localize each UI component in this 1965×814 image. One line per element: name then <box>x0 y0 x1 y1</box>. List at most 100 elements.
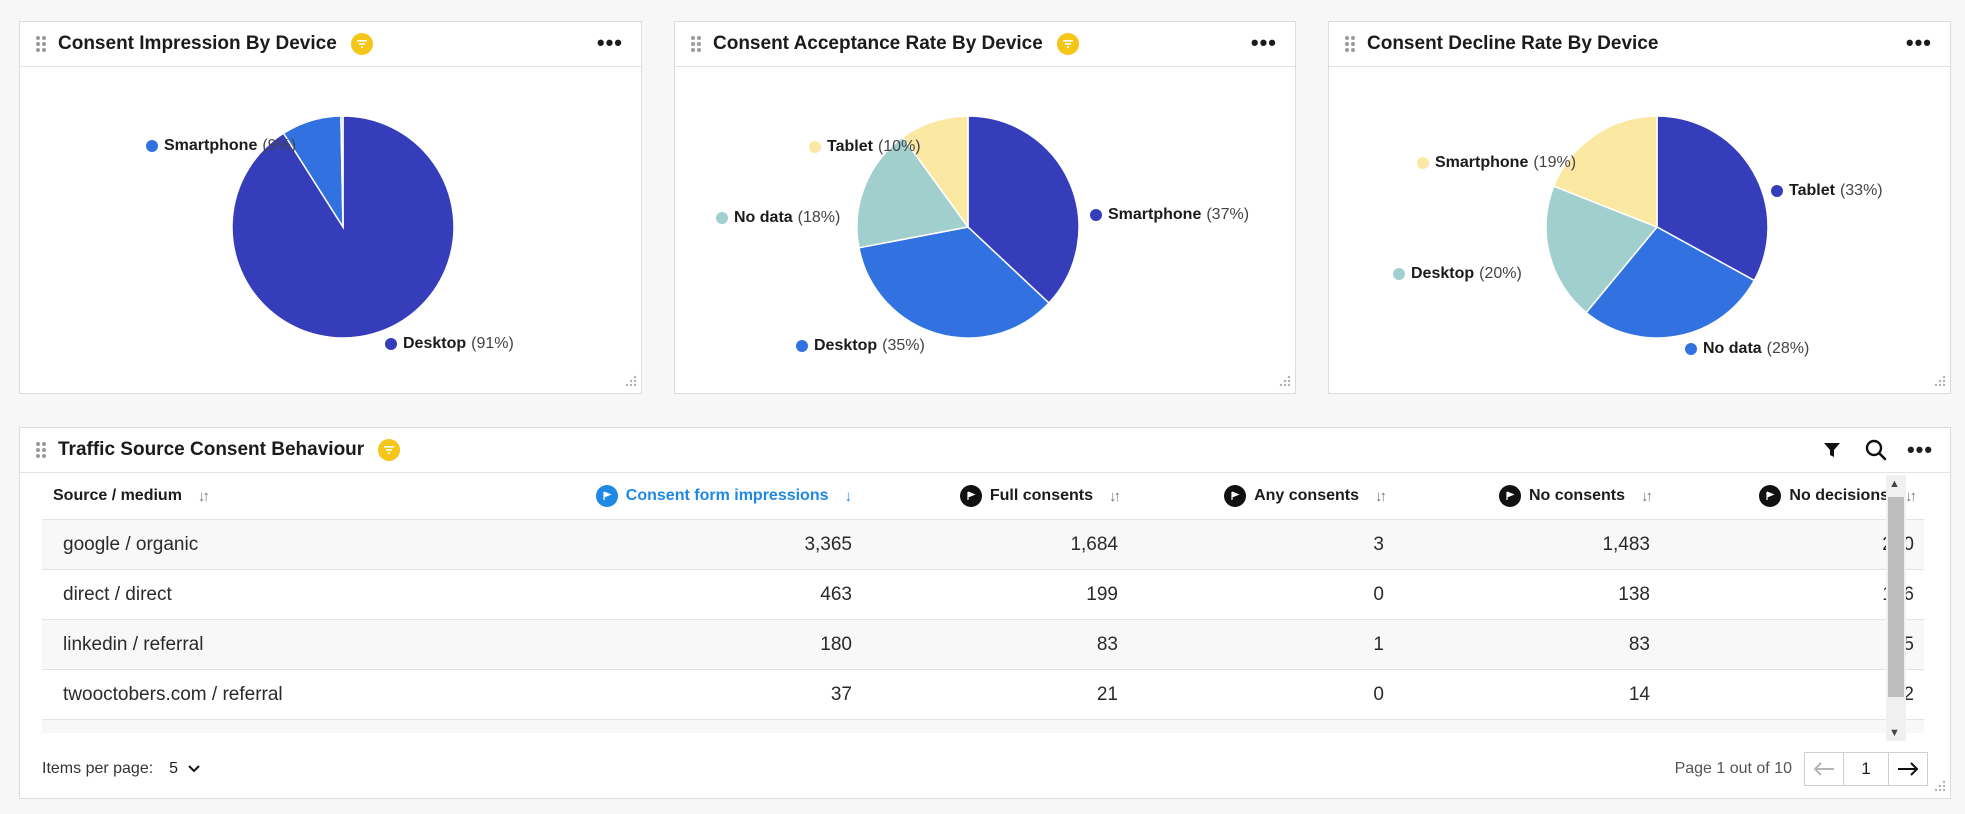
sort-icon[interactable]: ↓↑ <box>1109 487 1121 505</box>
col-header-any-consents[interactable]: Any consents ↓↑ <box>1118 473 1387 520</box>
col-header-label: No decisions <box>1789 487 1889 504</box>
page-info: Page 1 out of 10 <box>1674 760 1792 777</box>
next-page-button[interactable] <box>1888 752 1928 786</box>
cell-value: 15 <box>1650 619 1924 670</box>
col-header-impressions[interactable]: Consent form impressions ↓ <box>372 473 852 520</box>
slice-name: No data <box>734 209 793 226</box>
table-row[interactable]: twooctobers.com / referral 37 21 0 14 2 <box>42 669 1924 720</box>
table-row[interactable]: linkedin / referral1808318315 <box>42 619 1924 670</box>
more-options-icon[interactable]: ••• <box>1250 30 1277 55</box>
drag-handle-icon[interactable] <box>36 34 46 54</box>
items-per-page-select[interactable]: 5 <box>169 760 200 778</box>
cell-source: google / organic <box>42 519 372 570</box>
scroll-up-icon[interactable]: ▲ <box>1889 478 1900 490</box>
pie-chart: Tablet (10%) No data (18%) Smartphone (37%)… <box>675 67 1295 393</box>
col-header-full-consents[interactable]: Full consents ↓↑ <box>852 473 1121 520</box>
cell-value: 199 <box>852 569 1118 620</box>
resize-grip-icon[interactable] <box>1932 780 1946 794</box>
slice-pct: (33%) <box>1839 182 1883 199</box>
slice-label-no-data: No data (18%) <box>716 209 840 227</box>
prev-page-button[interactable] <box>1804 752 1844 786</box>
search-icon[interactable] <box>1864 438 1888 462</box>
cell-value: 33 <box>372 719 852 733</box>
cell-value: 1 <box>1118 719 1384 733</box>
slice-label-tablet: Tablet (10%) <box>809 138 921 156</box>
drag-handle-icon[interactable] <box>1345 34 1355 54</box>
table-body: google / organic3,3651,68431,483210direc… <box>42 519 1924 733</box>
pie-slice-tablet[interactable] <box>901 115 969 230</box>
resize-grip-icon[interactable] <box>1932 375 1946 389</box>
widget-title: Consent Acceptance Rate By Device <box>713 33 1043 54</box>
pie-svg <box>1545 115 1769 339</box>
arrow-right-icon <box>1898 762 1919 776</box>
slice-label-smartphone: Smartphone (37%) <box>1090 206 1249 224</box>
table-header-row: Source / medium ↓↑ Consent form impressio… <box>42 473 1924 520</box>
sort-icon[interactable]: ↓↑ <box>197 487 210 505</box>
slice-pct: (35%) <box>882 337 925 354</box>
cell-value: 1,483 <box>1384 519 1650 570</box>
more-options-icon[interactable]: ••• <box>1906 437 1934 462</box>
sort-icon[interactable]: ↓↑ <box>1375 487 1387 505</box>
chevron-down-icon <box>188 765 200 773</box>
col-header-no-consents[interactable]: No consents ↓↑ <box>1384 473 1653 520</box>
cell-value: 138 <box>1384 569 1650 620</box>
drag-handle-icon[interactable] <box>36 440 46 460</box>
legend-dot <box>796 340 808 352</box>
more-options-icon[interactable]: ••• <box>1905 30 1932 55</box>
pie-slice[interactable] <box>340 115 344 228</box>
more-options-icon[interactable]: ••• <box>596 30 623 55</box>
widget-title: Consent Impression By Device <box>58 33 337 54</box>
pie-slice-no-data[interactable] <box>856 136 970 249</box>
slice-pct: (91%) <box>471 335 514 352</box>
pie-slice-desktop[interactable] <box>1545 185 1659 314</box>
slice-label-smartphone: Smartphone (9%) <box>146 137 296 155</box>
slice-pct: (37%) <box>1206 206 1250 223</box>
pie-slice-smartphone[interactable] <box>1552 115 1658 229</box>
pie-slice-no-data[interactable] <box>1585 226 1756 339</box>
pie-svg <box>856 115 1080 339</box>
widget-header: Consent Decline Rate By Device ••• <box>1329 22 1950 67</box>
pie-slice-desktop[interactable] <box>858 226 1050 339</box>
slice-label-smartphone: Smartphone (19%) <box>1417 154 1576 172</box>
table-row[interactable]: youtube / referral33141153 <box>42 719 1924 733</box>
resize-grip-icon[interactable] <box>1277 375 1291 389</box>
scroll-thumb[interactable] <box>1888 497 1904 697</box>
col-header-source[interactable]: Source / medium ↓↑ <box>42 473 372 520</box>
legend-dot <box>716 212 728 224</box>
cell-value: 3 <box>1118 519 1384 570</box>
slice-name: Smartphone <box>1108 206 1202 223</box>
filter-badge-icon[interactable] <box>1056 33 1079 55</box>
filter-badge-icon[interactable] <box>378 439 401 461</box>
slice-label-desktop: Desktop (35%) <box>796 337 925 355</box>
slice-name: Smartphone <box>1435 154 1529 171</box>
legend-dot <box>1771 185 1783 197</box>
slice-name: Smartphone <box>164 137 258 154</box>
drag-handle-icon[interactable] <box>691 34 701 54</box>
pie-slice-smartphone[interactable] <box>967 115 1080 305</box>
sort-icon[interactable]: ↓↑ <box>1905 487 1917 505</box>
table-row[interactable]: direct / direct4631990138136 <box>42 569 1924 620</box>
cell-value: 0 <box>1118 669 1384 720</box>
scroll-down-icon[interactable]: ▼ <box>1889 727 1900 739</box>
slice-pct: (28%) <box>1766 340 1810 357</box>
filter-icon[interactable] <box>1820 438 1844 462</box>
widget-consent-decline: Consent Decline Rate By Device ••• Smart… <box>1328 21 1951 394</box>
items-per-page-value: 5 <box>169 760 179 777</box>
sort-icon[interactable]: ↓↑ <box>1641 487 1653 505</box>
filter-badge-icon[interactable] <box>350 33 373 55</box>
sort-desc-icon[interactable]: ↓ <box>844 487 853 505</box>
pie-slice-tablet[interactable] <box>1656 115 1769 282</box>
flag-icon <box>595 485 618 507</box>
slice-label-tablet: Tablet (33%) <box>1771 182 1883 200</box>
cell-value: 3 <box>1650 719 1924 733</box>
cell-value: 2 <box>1650 669 1924 720</box>
cell-value: 463 <box>372 569 852 620</box>
current-page[interactable]: 1 <box>1844 752 1888 786</box>
vertical-scrollbar[interactable]: ▲ ▼ <box>1886 475 1906 741</box>
col-header-no-decisions[interactable]: No decisions ↓↑ <box>1650 473 1924 520</box>
cell-value: 180 <box>372 619 852 670</box>
resize-grip-icon[interactable] <box>623 375 637 389</box>
slice-name: Desktop <box>403 335 467 352</box>
flag-icon <box>1759 485 1782 507</box>
